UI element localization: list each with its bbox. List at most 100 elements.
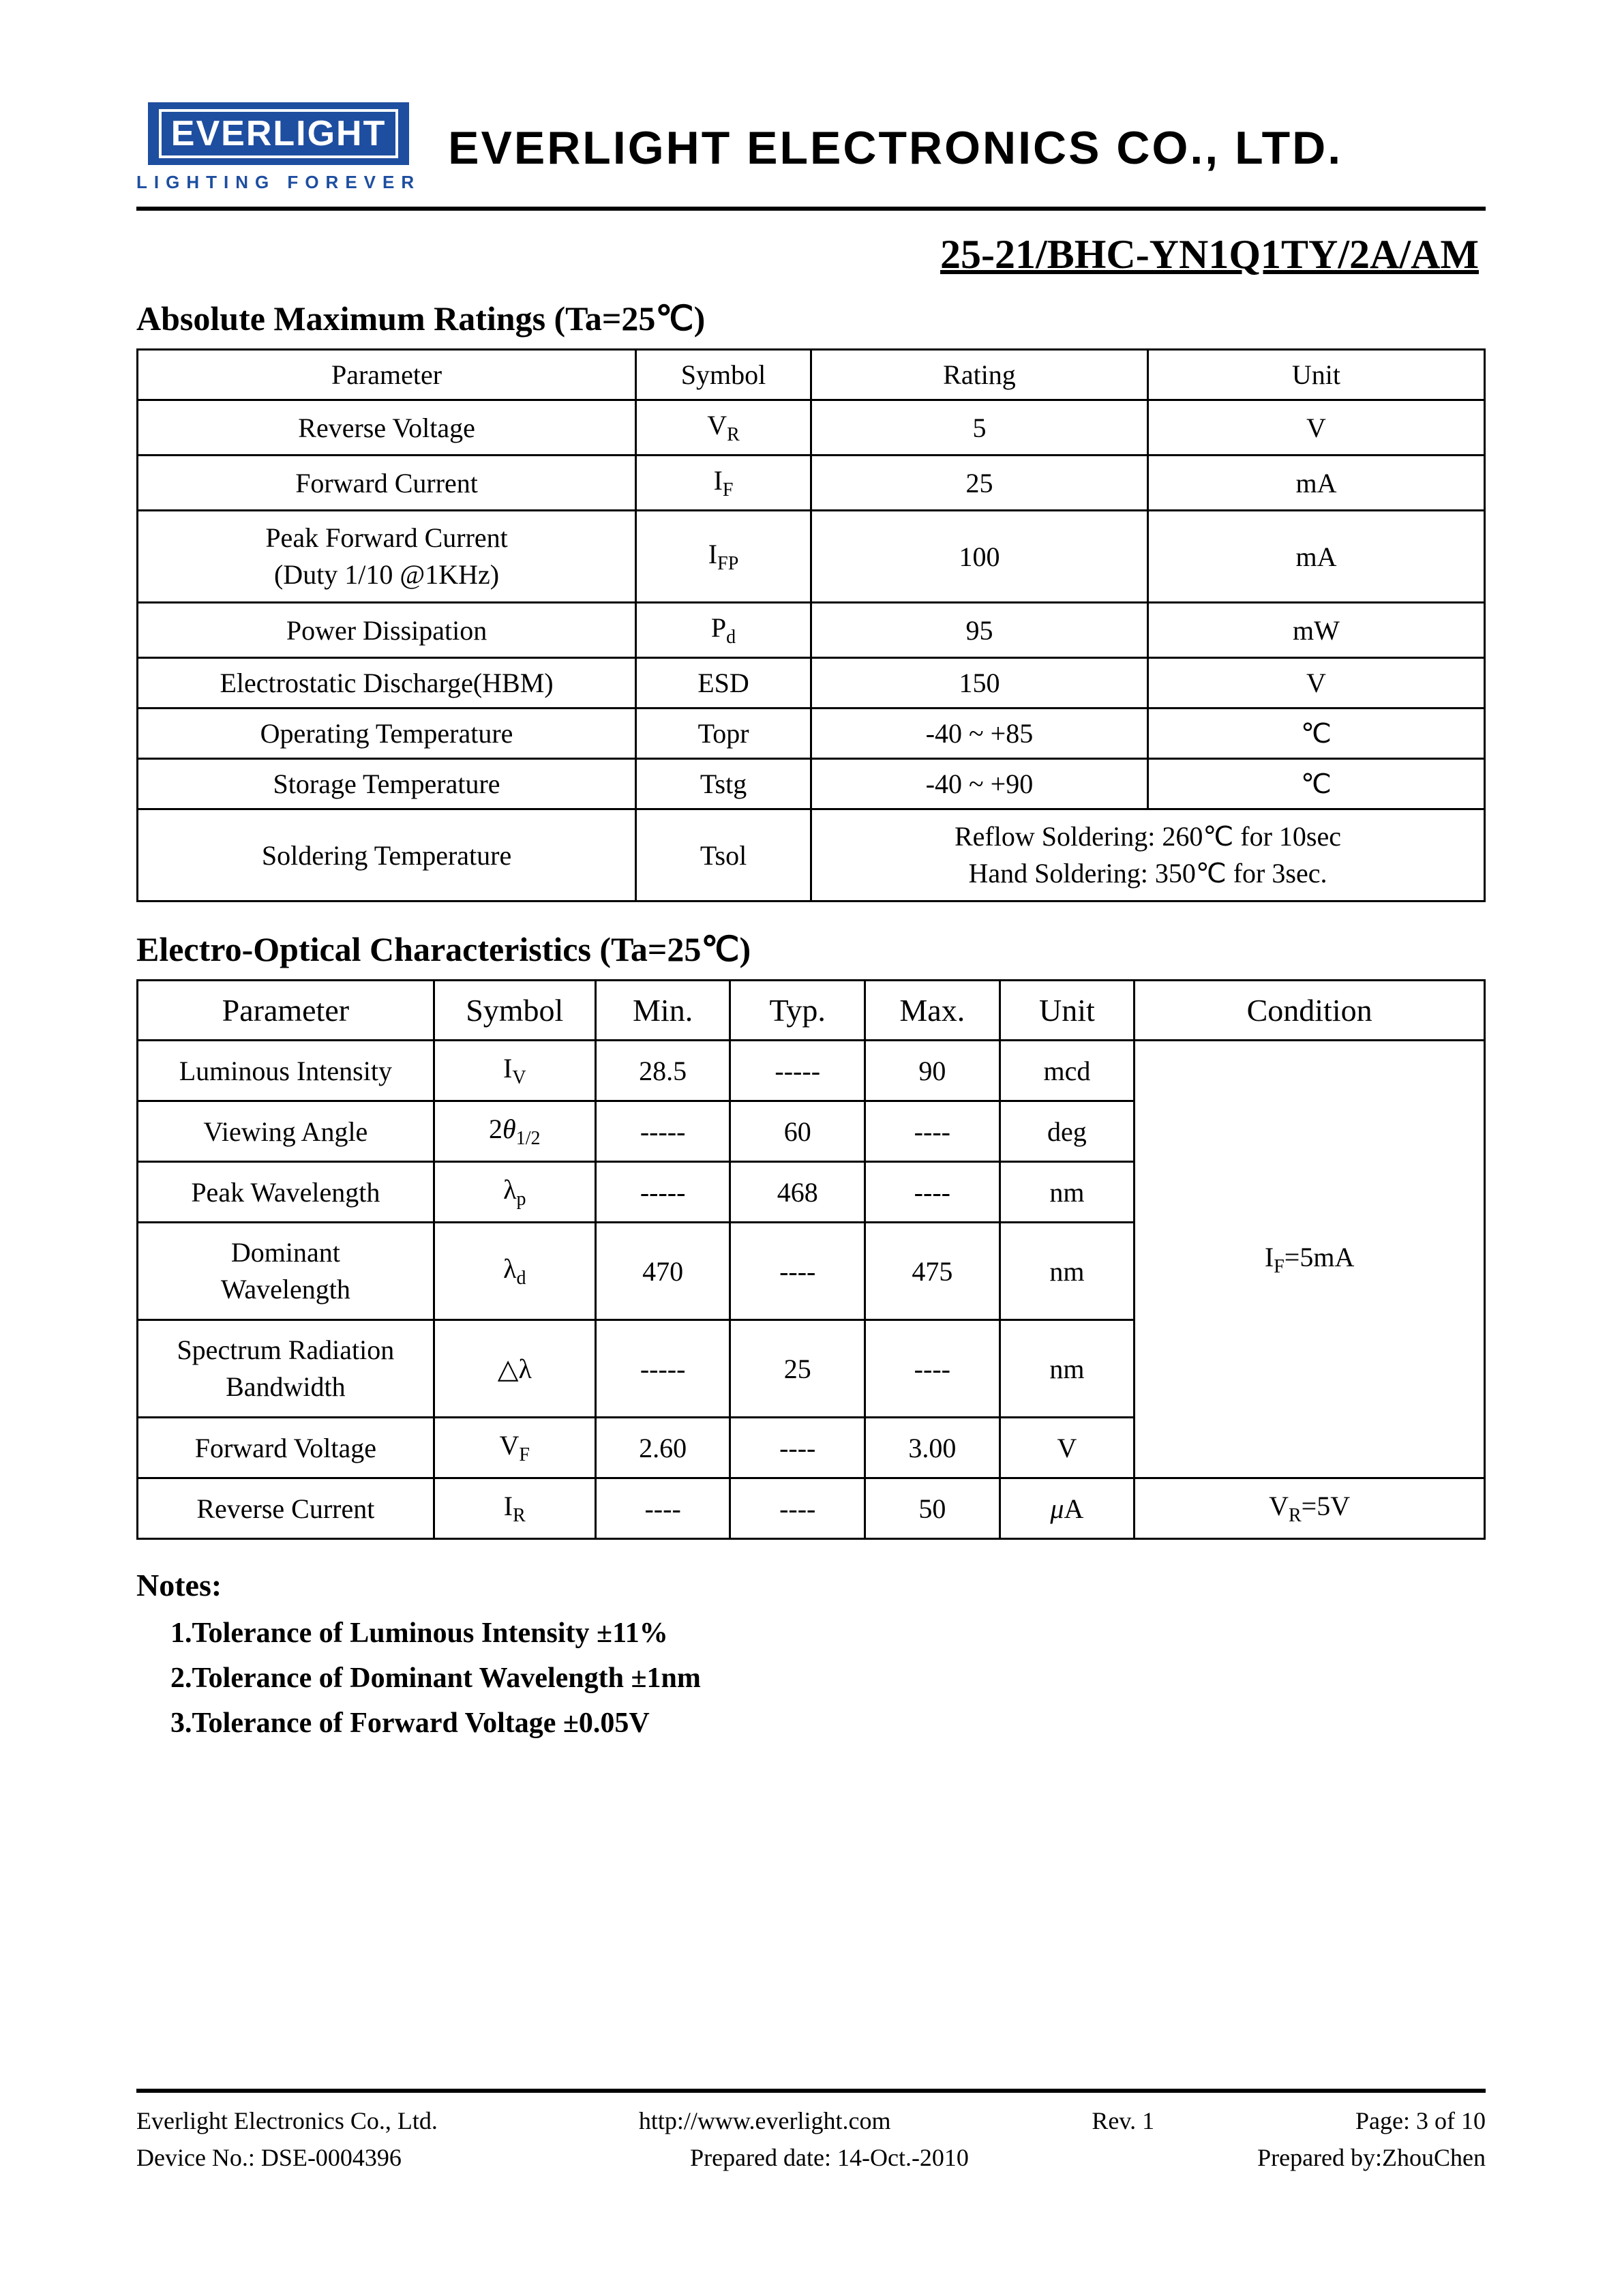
t1-unit: mA (1147, 511, 1484, 603)
t2-typ: ---- (730, 1418, 865, 1478)
t1-symbol: IF (636, 456, 811, 511)
t2-header: Condition (1135, 981, 1485, 1041)
t1-param: Power Dissipation (138, 603, 636, 658)
t2-param: Peak Wavelength (138, 1162, 434, 1223)
t2-min: 2.60 (595, 1418, 730, 1478)
t2-unit: nm (1000, 1223, 1135, 1320)
t2-condition: VR=5V (1135, 1478, 1485, 1539)
t1-param: Storage Temperature (138, 759, 636, 809)
footer-rev: Rev. 1 (1092, 2106, 1154, 2135)
t1-unit: ℃ (1147, 709, 1484, 759)
abs-max-ratings-table: ParameterSymbolRatingUnitReverse Voltage… (136, 348, 1486, 902)
t1-rating: 100 (811, 511, 1147, 603)
t1-param: Forward Current (138, 456, 636, 511)
t1-param: Reverse Voltage (138, 400, 636, 456)
electro-optical-table: ParameterSymbolMin.Typ.Max.UnitCondition… (136, 979, 1486, 1540)
t2-unit: μA (1000, 1478, 1135, 1539)
t2-typ: ----- (730, 1041, 865, 1101)
t1-param: Soldering Temperature (138, 809, 636, 901)
t1-rating: 95 (811, 603, 1147, 658)
t2-min: ----- (595, 1320, 730, 1418)
footer-prepared-by: Prepared by:ZhouChen (1257, 2143, 1486, 2172)
t1-rating: 150 (811, 658, 1147, 709)
logo-rect: EVERLIGHT (148, 102, 410, 165)
footer-url: http://www.everlight.com (639, 2106, 891, 2135)
t2-min: 470 (595, 1223, 730, 1320)
table-row: Reverse CurrentIR--------50μAVR=5V (138, 1478, 1485, 1539)
t2-condition: IF=5mA (1135, 1041, 1485, 1478)
t1-header: Rating (811, 350, 1147, 400)
t1-unit: ℃ (1147, 759, 1484, 809)
t2-max: ---- (865, 1101, 1000, 1162)
footer-prepared-date: Prepared date: 14-Oct.-2010 (690, 2143, 969, 2172)
t1-header: Parameter (138, 350, 636, 400)
t2-unit: nm (1000, 1320, 1135, 1418)
t2-typ: 60 (730, 1101, 865, 1162)
t2-min: ----- (595, 1101, 730, 1162)
t2-typ: 25 (730, 1320, 865, 1418)
notes-list: 1.Tolerance of Luminous Intensity ±11%2.… (136, 1617, 1486, 1740)
t1-symbol: Topr (636, 709, 811, 759)
table-row: Electrostatic Discharge(HBM)ESD150V (138, 658, 1485, 709)
t2-header: Min. (595, 981, 730, 1041)
logo-tagline: LIGHTING FOREVER (136, 172, 421, 193)
t2-param: Luminous Intensity (138, 1041, 434, 1101)
t1-param: Peak Forward Current(Duty 1/10 @1KHz) (138, 511, 636, 603)
table-row: Luminous IntensityIV28.5-----90mcdIF=5mA (138, 1041, 1485, 1101)
table-row: Forward CurrentIF25mA (138, 456, 1485, 511)
t1-rating: -40 ~ +85 (811, 709, 1147, 759)
t2-min: 28.5 (595, 1041, 730, 1101)
table-row: Power DissipationPd95mW (138, 603, 1485, 658)
t2-header: Unit (1000, 981, 1135, 1041)
t2-param: Reverse Current (138, 1478, 434, 1539)
t2-max: 90 (865, 1041, 1000, 1101)
t2-param: DominantWavelength (138, 1223, 434, 1320)
t2-unit: V (1000, 1418, 1135, 1478)
table-row: Reverse VoltageVR5V (138, 400, 1485, 456)
t2-typ: 468 (730, 1162, 865, 1223)
table-row: Soldering TemperatureTsolReflow Solderin… (138, 809, 1485, 901)
t1-unit: V (1147, 400, 1484, 456)
t2-max: ---- (865, 1162, 1000, 1223)
t2-symbol: IR (434, 1478, 595, 1539)
t2-symbol: VF (434, 1418, 595, 1478)
t1-symbol: Tstg (636, 759, 811, 809)
t1-unit: mA (1147, 456, 1484, 511)
table-row: Operating TemperatureTopr-40 ~ +85℃ (138, 709, 1485, 759)
t2-symbol: λd (434, 1223, 595, 1320)
company-title: EVERLIGHT ELECTRONICS CO., LTD. (448, 121, 1342, 175)
t2-min: ---- (595, 1478, 730, 1539)
t1-solder: Reflow Soldering: 260℃ for 10secHand Sol… (811, 809, 1484, 901)
t2-header: Max. (865, 981, 1000, 1041)
note-item: 2.Tolerance of Dominant Wavelength ±1nm (170, 1662, 1486, 1695)
t2-param: Spectrum RadiationBandwidth (138, 1320, 434, 1418)
t1-unit: mW (1147, 603, 1484, 658)
t2-typ: ---- (730, 1478, 865, 1539)
t1-param: Electrostatic Discharge(HBM) (138, 658, 636, 709)
note-item: 3.Tolerance of Forward Voltage ±0.05V (170, 1707, 1486, 1740)
part-number: 25-21/BHC-YN1Q1TY/2A/AM (136, 231, 1486, 278)
section2-title: Electro-Optical Characteristics (Ta=25℃) (136, 929, 1486, 969)
t2-max: 3.00 (865, 1418, 1000, 1478)
notes-title: Notes: (136, 1567, 1486, 1603)
t1-symbol: VR (636, 400, 811, 456)
t2-max: 50 (865, 1478, 1000, 1539)
t2-max: ---- (865, 1320, 1000, 1418)
table-row: Storage TemperatureTstg-40 ~ +90℃ (138, 759, 1485, 809)
t2-symbol: △λ (434, 1320, 595, 1418)
t2-unit: mcd (1000, 1041, 1135, 1101)
section1-title: Absolute Maximum Ratings (Ta=25℃) (136, 299, 1486, 338)
t1-header: Unit (1147, 350, 1484, 400)
t2-max: 475 (865, 1223, 1000, 1320)
t1-unit: V (1147, 658, 1484, 709)
t1-rating: 25 (811, 456, 1147, 511)
footer-device: Device No.: DSE-0004396 (136, 2143, 402, 2172)
t1-symbol: ESD (636, 658, 811, 709)
t1-header: Symbol (636, 350, 811, 400)
t2-symbol: IV (434, 1041, 595, 1101)
t2-unit: deg (1000, 1101, 1135, 1162)
t1-rating: 5 (811, 400, 1147, 456)
company-logo: EVERLIGHT LIGHTING FOREVER (136, 102, 421, 193)
footer-page: Page: 3 of 10 (1355, 2106, 1486, 2135)
page-header: EVERLIGHT LIGHTING FOREVER EVERLIGHT ELE… (136, 102, 1486, 211)
